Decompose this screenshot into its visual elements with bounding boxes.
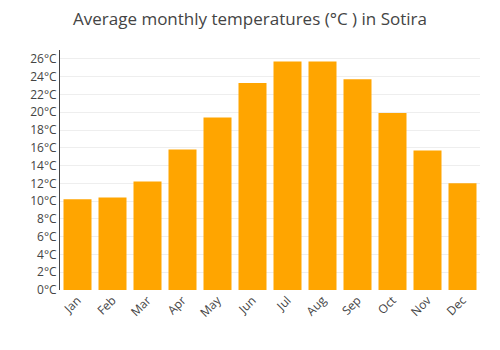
svg-text:6°C: 6°C bbox=[37, 228, 57, 245]
svg-text:Jan: Jan bbox=[60, 292, 85, 317]
svg-text:16°C: 16°C bbox=[30, 139, 57, 156]
svg-text:Aug: Aug bbox=[302, 292, 330, 320]
svg-text:Apr: Apr bbox=[164, 292, 190, 318]
svg-text:18°C: 18°C bbox=[30, 121, 57, 138]
svg-text:Jun: Jun bbox=[234, 292, 259, 317]
svg-text:4°C: 4°C bbox=[37, 246, 57, 263]
svg-text:Jul: Jul bbox=[272, 292, 294, 314]
svg-text:26°C: 26°C bbox=[30, 50, 57, 67]
svg-text:2°C: 2°C bbox=[37, 263, 57, 280]
svg-text:14°C: 14°C bbox=[30, 157, 57, 174]
svg-text:Feb: Feb bbox=[93, 292, 119, 318]
svg-text:8°C: 8°C bbox=[37, 210, 57, 227]
svg-text:Average monthly temperatures (: Average monthly temperatures (°C ) in So… bbox=[73, 7, 427, 30]
svg-text:Sep: Sep bbox=[338, 292, 365, 319]
svg-text:0°C: 0°C bbox=[37, 281, 57, 298]
svg-text:12°C: 12°C bbox=[30, 175, 57, 192]
svg-text:22°C: 22°C bbox=[30, 86, 57, 103]
svg-text:24°C: 24°C bbox=[30, 68, 57, 85]
svg-text:20°C: 20°C bbox=[30, 103, 57, 120]
svg-text:May: May bbox=[196, 291, 225, 320]
svg-text:10°C: 10°C bbox=[30, 192, 57, 209]
svg-text:Oct: Oct bbox=[374, 292, 400, 318]
svg-text:Dec: Dec bbox=[443, 292, 470, 319]
svg-text:Nov: Nov bbox=[407, 292, 435, 320]
svg-text:Mar: Mar bbox=[127, 292, 155, 320]
